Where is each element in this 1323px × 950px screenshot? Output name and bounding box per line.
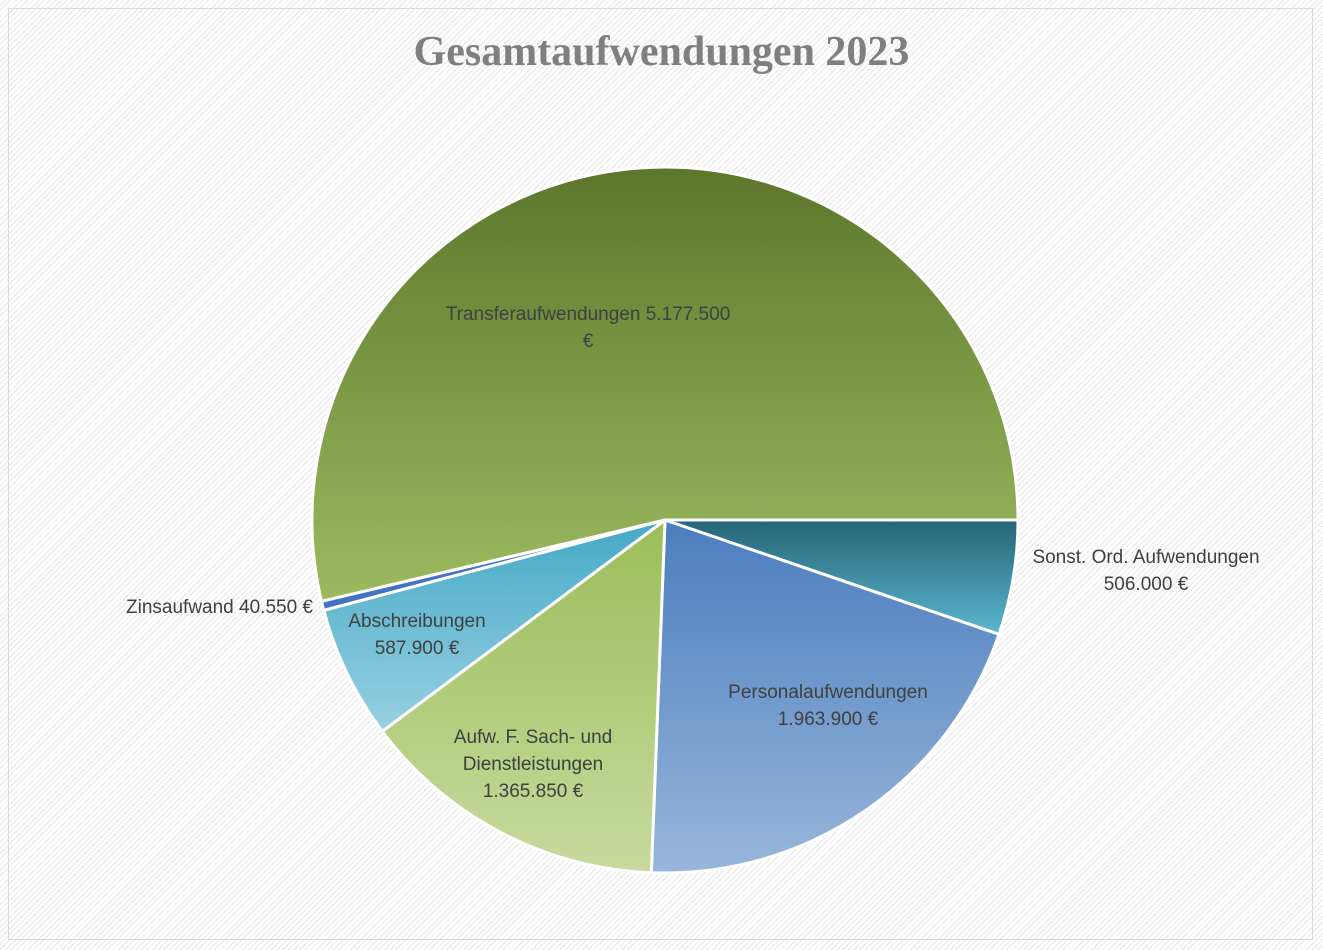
category-label: Zinsaufwand: [126, 597, 234, 618]
category-label: Sonst. Ord. Aufwendungen: [1032, 547, 1260, 568]
pie-slice: [380, 518, 667, 875]
data-label: Transferaufwendungen 5.177.500 €: [438, 301, 738, 355]
category-label: Abschreibungen: [348, 611, 486, 632]
chart-frame: [8, 8, 1313, 940]
data-label: Abschreibungen 587.900 €: [327, 608, 507, 662]
data-label: Aufw. F. Sach- und Dienstleistungen 1.36…: [433, 724, 633, 805]
value-label: 587.900 €: [374, 638, 460, 659]
value-label: 506.000 €: [1103, 574, 1189, 595]
category-label: Transferaufwendungen: [445, 304, 641, 325]
data-label: Personalaufwendungen 1.963.900 €: [698, 679, 958, 733]
pie-slice: [649, 518, 1001, 875]
value-label: 1.365.850 €: [482, 781, 584, 802]
chart-title: Gesamtaufwendungen 2023: [413, 29, 910, 75]
pie-slice: [322, 518, 667, 733]
value-label: 40.550 €: [239, 597, 313, 618]
category-label: Personalaufwendungen: [728, 682, 928, 703]
data-label: Sonst. Ord. Aufwendungen 506.000 €: [1026, 544, 1266, 598]
pie-slice: [310, 165, 1020, 603]
category-label: Aufw. F. Sach- und Dienstleistungen: [453, 727, 613, 775]
data-label: Zinsaufwand 40.550 €: [60, 594, 313, 621]
value-label: 5.177.500 €: [582, 304, 731, 352]
value-label: 1.963.900 €: [777, 709, 879, 730]
